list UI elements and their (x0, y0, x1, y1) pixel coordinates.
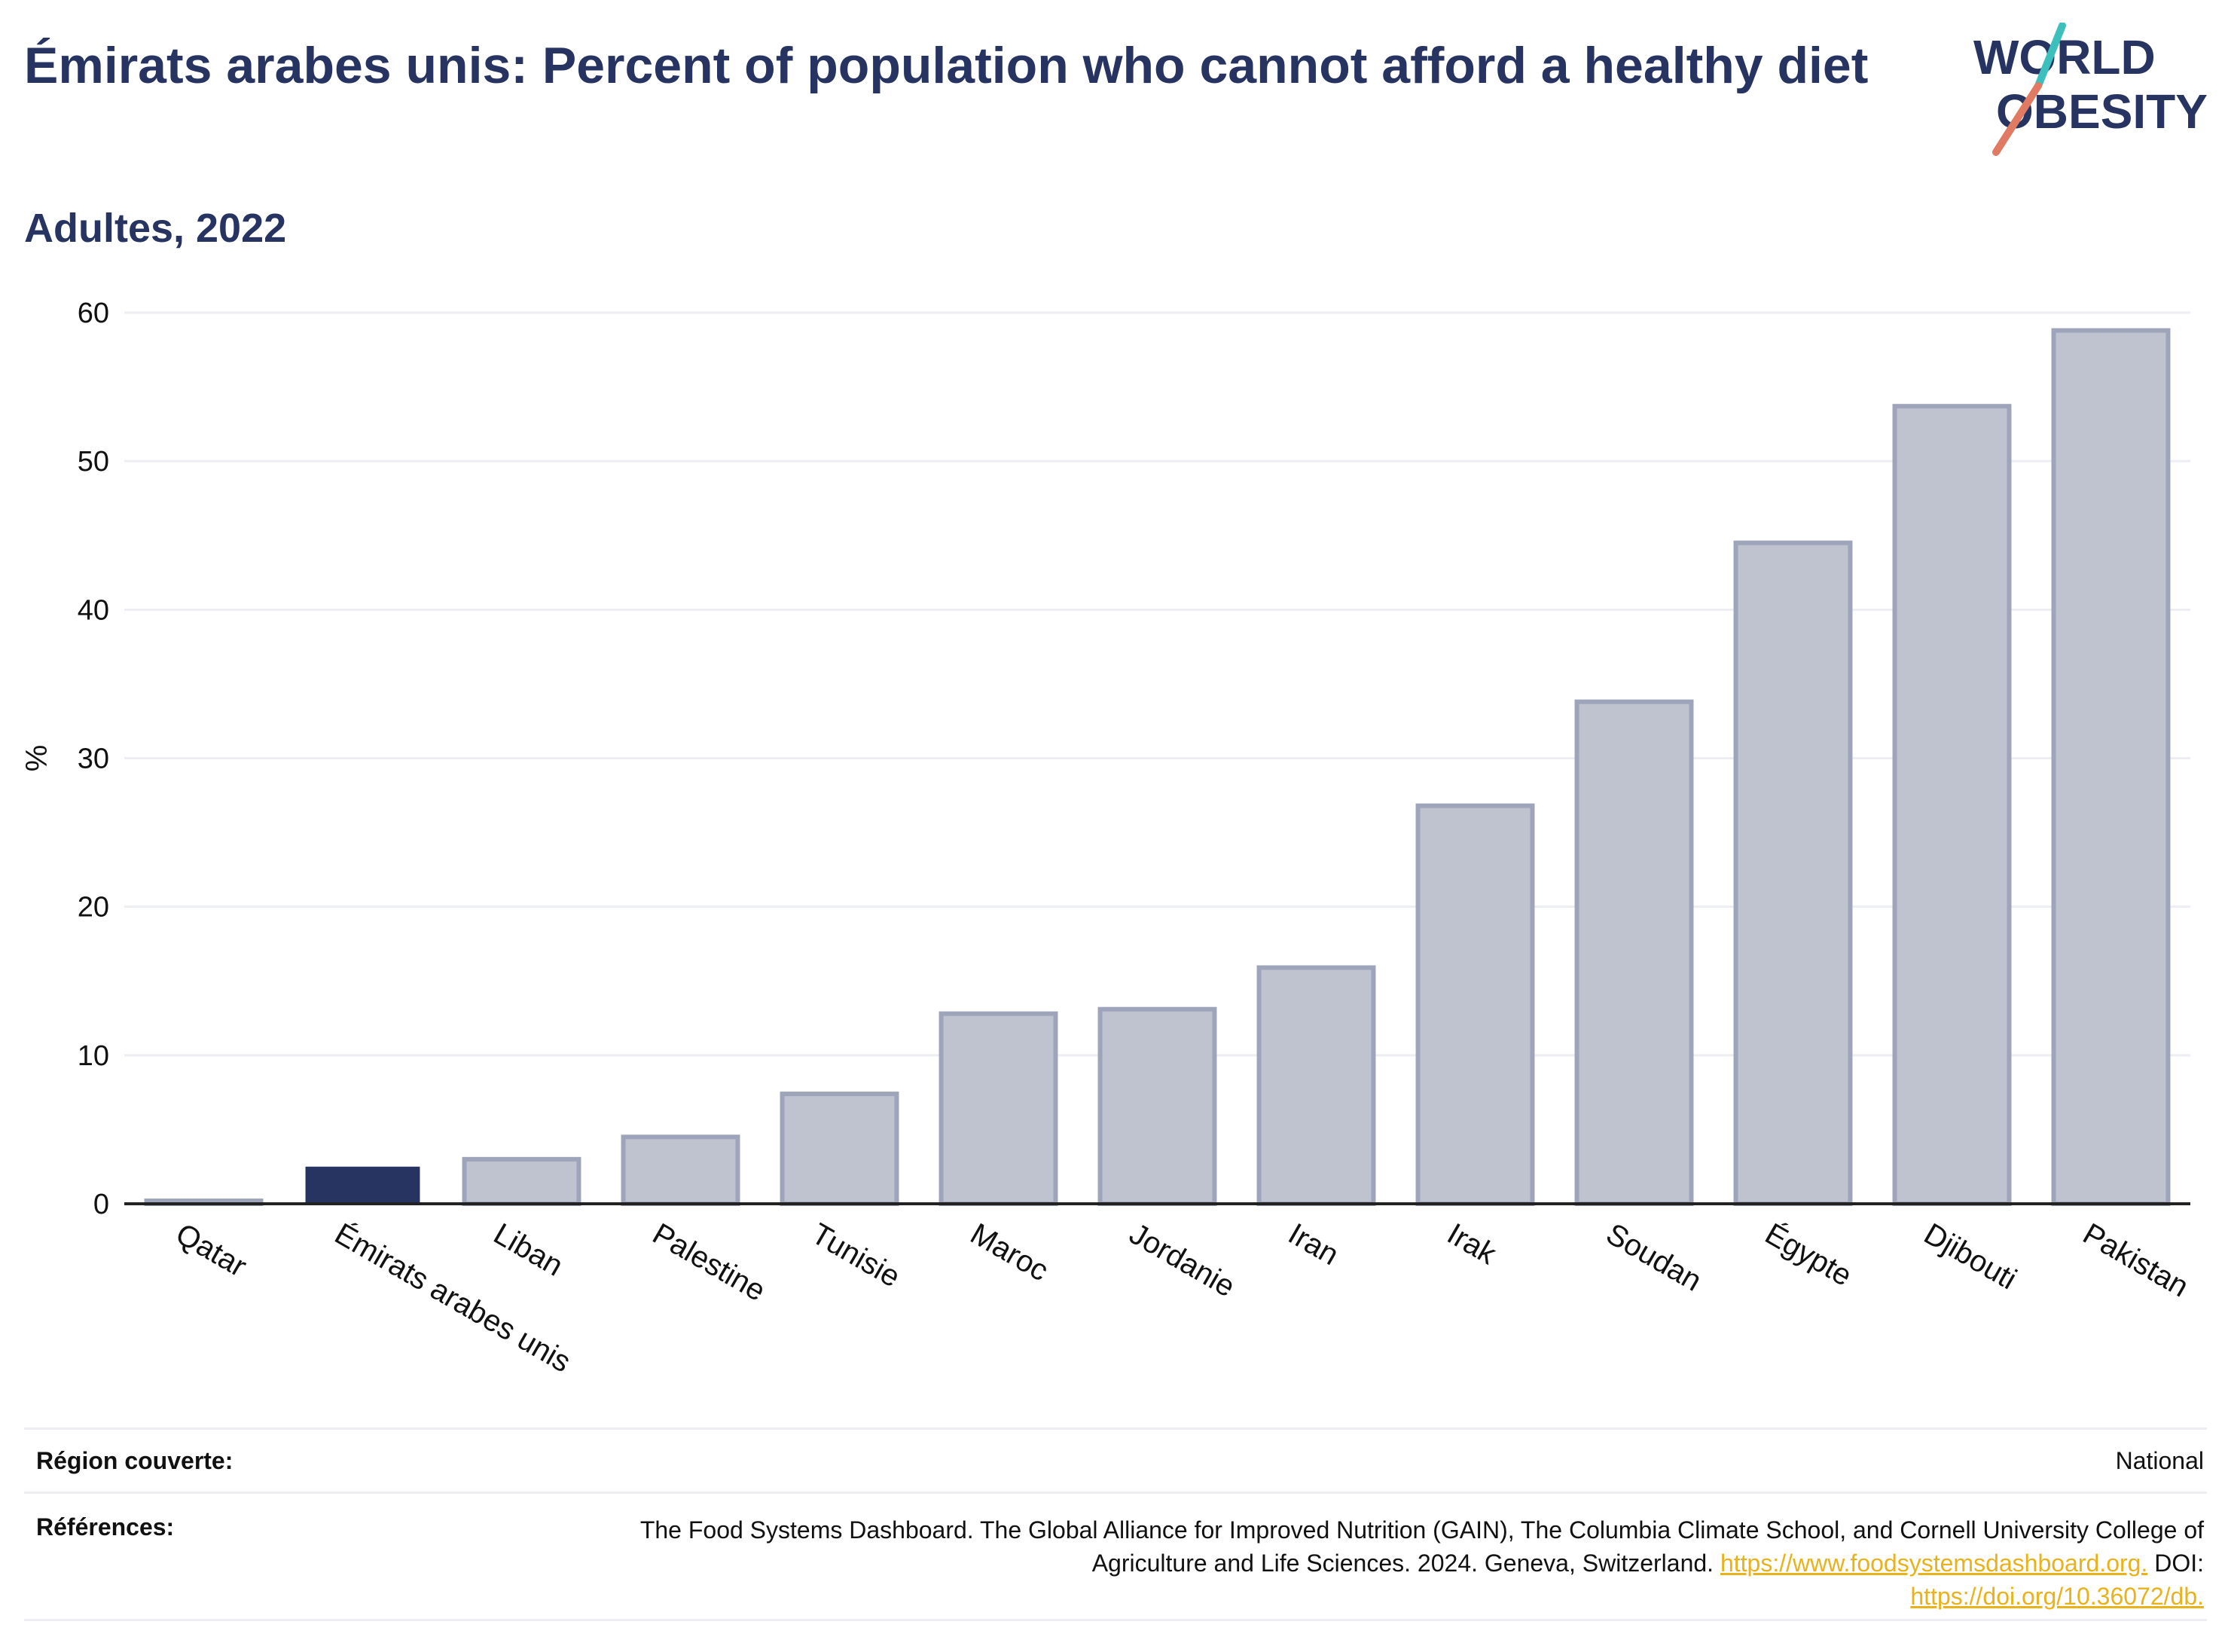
y-tick-label: 20 (78, 892, 109, 924)
logo-slash-teal (2034, 23, 2066, 90)
x-tick-label: Djibouti (1918, 1217, 2022, 1296)
y-tick-label: 50 (78, 446, 109, 478)
chart-title: Émirats arabes unis: Percent of populati… (24, 37, 1869, 94)
y-tick-label: 40 (78, 594, 109, 626)
x-tick-label: Égypte (1760, 1217, 1857, 1293)
x-tick-label: Iran (1283, 1217, 1344, 1272)
x-tick-label: Tunisie (806, 1217, 905, 1294)
references-text: The Food Systems Dashboard. The Global A… (547, 1513, 2207, 1613)
bar-3[interactable] (621, 1134, 740, 1207)
bar-10[interactable] (1733, 540, 1853, 1206)
x-tick-label: Soudan (1601, 1217, 1707, 1298)
y-tick-label: 0 (93, 1189, 109, 1220)
references-row: Références: The Food Systems Dashboard. … (24, 1492, 2207, 1621)
references-link-doi[interactable]: https://doi.org/10.36072/db. (1910, 1583, 2204, 1610)
region-label: Région couverte: (36, 1446, 233, 1474)
references-link-dashboard[interactable]: https://www.foodsystemsdashboard.org. (1720, 1550, 2148, 1577)
references-body: The Food Systems Dashboard. The Global A… (639, 1516, 2204, 1577)
y-tick-label: 60 (78, 298, 109, 329)
x-tick-label: Qatar (170, 1217, 252, 1284)
x-tick-label: Palestine (647, 1217, 771, 1308)
logo-line1: WORLD (1973, 30, 2156, 84)
x-tick-label: Jordanie (1124, 1217, 1241, 1304)
bar-5[interactable] (939, 1011, 1058, 1207)
bar-1[interactable] (305, 1166, 420, 1204)
bar-9[interactable] (1574, 699, 1694, 1206)
region-value: National (2115, 1446, 2204, 1474)
bar-8[interactable] (1415, 803, 1535, 1207)
logo-slash-coral (1992, 82, 2042, 156)
bar-7[interactable] (1256, 965, 1376, 1206)
chart-subtitle: Adultes, 2022 (24, 206, 287, 251)
x-tick-label: Liban (488, 1217, 569, 1283)
bar-12[interactable] (2051, 328, 2171, 1206)
y-tick-label: 10 (78, 1040, 109, 1072)
bar-2[interactable] (462, 1156, 581, 1206)
y-axis-label: % (20, 745, 53, 772)
references-label: Références: (36, 1513, 175, 1541)
x-tick-label: Maroc (965, 1217, 1054, 1288)
bar-11[interactable] (1892, 404, 2012, 1207)
x-tick-label: Pakistan (2077, 1217, 2194, 1304)
references-doi-label: DOI: (2154, 1550, 2204, 1577)
y-tick-label: 30 (78, 744, 109, 775)
x-tick-label: Irak (1442, 1217, 1503, 1272)
world-obesity-logo: WORLD OBESITY (1973, 23, 2208, 156)
bar-4[interactable] (780, 1092, 899, 1207)
region-row: Région couverte: National (24, 1428, 2207, 1492)
bar-6[interactable] (1097, 1006, 1217, 1206)
